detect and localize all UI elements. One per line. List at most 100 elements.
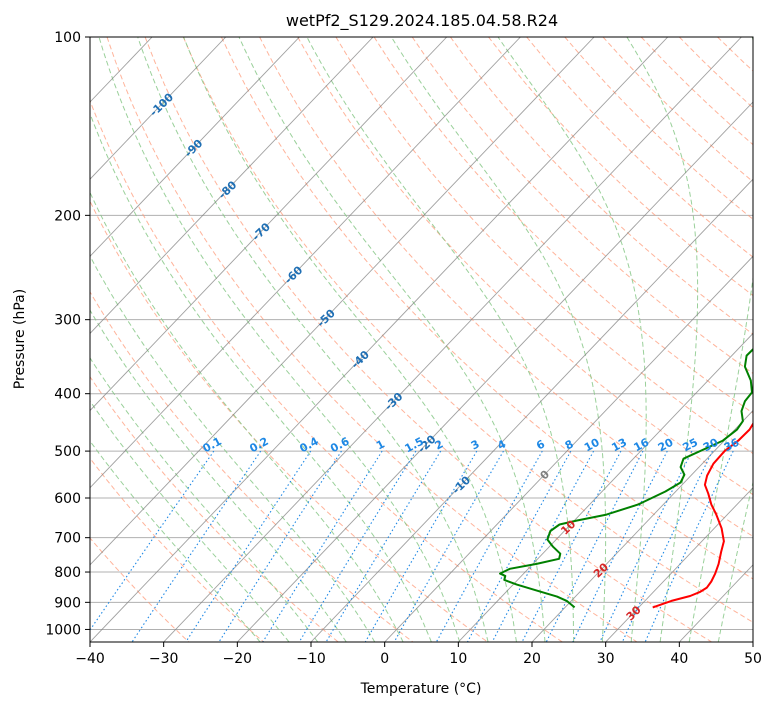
dewpoint-series-line	[499, 347, 753, 609]
mixing-ratio-label: 30	[701, 435, 721, 454]
mixing-ratio-line	[131, 450, 262, 642]
y-tick-label: 300	[54, 313, 81, 329]
mixing-ratio-line	[90, 450, 215, 631]
mixing-ratio-line	[298, 450, 417, 642]
plot-frame	[89, 36, 754, 643]
mixing-ratio-line	[467, 450, 572, 642]
moist-adiabats	[90, 37, 753, 642]
moist-adiabat	[90, 112, 432, 642]
dry-adiabat	[182, 37, 753, 623]
mixing-ratio-line	[393, 450, 504, 642]
mixing-ratio-line	[644, 450, 734, 642]
mixing-ratio-line	[435, 450, 543, 642]
isotherms	[90, 37, 753, 642]
isotherm-line	[90, 37, 521, 489]
y-tick-label: 100	[54, 30, 81, 46]
mixing-ratio-line	[262, 450, 383, 642]
mixing-ratio-line	[521, 450, 622, 642]
isotherm-line	[90, 37, 669, 642]
isotherm-line	[605, 487, 753, 642]
moist-adiabat	[137, 37, 489, 642]
x-tick-label: 20	[523, 651, 541, 667]
x-tick-label: 10	[449, 651, 467, 667]
dry-adiabat	[373, 37, 753, 414]
isotherm-line	[531, 409, 753, 642]
moist-adiabat	[497, 37, 647, 642]
dry-adiabat	[297, 37, 753, 496]
dry-adiabat	[90, 200, 488, 642]
x-axis-label: Temperature (°C)	[360, 681, 482, 697]
moist-adiabat	[98, 37, 461, 642]
dry-adiabat	[411, 37, 753, 375]
isotherm-line	[237, 101, 753, 642]
isotherm-line	[90, 37, 448, 412]
dry-adiabat	[90, 375, 339, 642]
x-tick-label: 40	[670, 651, 688, 667]
x-tick-label: 50	[744, 651, 762, 667]
moist-adiabat	[90, 191, 404, 642]
moist-adiabat	[688, 37, 753, 642]
mixing-ratio-line	[545, 450, 644, 642]
y-tick-label: 700	[54, 531, 81, 547]
chart-title: wetPf2_S129.2024.185.04.58.R24	[286, 11, 558, 31]
y-tick-label: 800	[54, 565, 81, 581]
mixing-ratio-label: 16	[632, 436, 652, 455]
dry-adiabat	[488, 37, 753, 297]
isotherm-line	[90, 37, 300, 257]
profile-series	[499, 347, 753, 609]
temperature-series-line	[652, 421, 753, 609]
moist-adiabat	[717, 480, 753, 642]
y-tick-label: 500	[54, 444, 81, 460]
isotherm-line	[163, 37, 742, 642]
isotherm-line	[90, 37, 595, 566]
mixing-ratio-line	[599, 450, 693, 642]
y-tick-label: 900	[54, 595, 81, 611]
moist-adiabat	[90, 356, 319, 642]
mixing-ratio-line	[572, 450, 668, 642]
isotherm-line	[384, 255, 753, 642]
moist-adiabat	[238, 37, 546, 642]
mixing-ratio-line	[621, 450, 713, 642]
dry-adiabat	[449, 37, 753, 335]
y-axis-label: Pressure (hPa)	[12, 289, 28, 389]
moist-adiabat	[306, 37, 575, 642]
mixing-ratio-label: 25	[680, 436, 700, 455]
dry-adiabat	[144, 37, 712, 642]
y-tick-label: 400	[54, 387, 81, 403]
mixing-ratio-lines	[90, 450, 734, 642]
moist-adiabat	[183, 37, 517, 642]
y-tick-label: 200	[54, 208, 81, 224]
moist-adiabat	[90, 400, 290, 642]
moist-adiabat	[90, 309, 347, 642]
dry-adiabat	[90, 99, 563, 642]
plot-area: -100-90-80-70-60-50-40-30-20-10010203040…	[90, 37, 753, 642]
x-tick-label: 0	[380, 651, 389, 667]
x-axis-ticks: −40 −30 −20 −10 0 10 20 30 40 50	[75, 642, 762, 667]
plot-background	[90, 37, 753, 642]
moist-adiabat	[626, 37, 699, 642]
y-tick-label: 600	[54, 491, 81, 507]
y-axis-ticks: 100 200 300 400 500 600 700 800 900 1000	[45, 30, 90, 638]
isotherm-line	[458, 332, 753, 642]
x-tick-label: −30	[149, 651, 179, 667]
isotherm-line	[90, 37, 227, 180]
dry-adiabat	[90, 457, 264, 642]
mixing-ratio-label: 36	[722, 436, 742, 455]
x-tick-label: 30	[597, 651, 615, 667]
isotherm-line	[90, 37, 374, 335]
moist-adiabat	[90, 255, 376, 642]
moist-adiabat	[390, 37, 607, 642]
mixing-ratio-label: 20	[656, 436, 676, 455]
dry-adiabat	[106, 37, 638, 642]
mixing-ratio-label: 10	[582, 436, 602, 455]
dry-adiabat	[335, 37, 753, 455]
dry-adiabat	[90, 537, 190, 642]
mixing-ratio-line	[185, 450, 312, 642]
x-tick-label: −10	[296, 651, 326, 667]
isotherm-line	[310, 178, 753, 642]
y-tick-label: 1000	[45, 622, 81, 638]
x-tick-label: −40	[75, 651, 105, 667]
mixing-ratio-label: 13	[609, 436, 629, 455]
x-tick-label: −20	[223, 651, 253, 667]
